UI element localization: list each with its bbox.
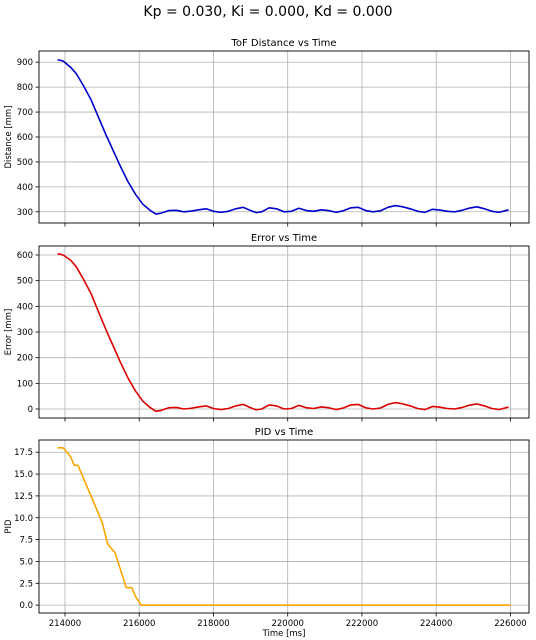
y-tick-label: 500 <box>17 158 33 168</box>
subplot-title: PID vs Time <box>255 427 314 438</box>
y-tick-label: 300 <box>17 208 33 218</box>
x-tick-label: 226000 <box>494 619 526 629</box>
y-tick-label: 7.5 <box>19 536 33 546</box>
y-tick-label: 17.5 <box>14 448 33 458</box>
y-axis-label: Error [mm] <box>4 309 14 356</box>
x-tick-label: 220000 <box>271 619 303 629</box>
subplot-3: 214000 216000 218000 220000 222000 224000 2260… <box>4 427 530 639</box>
y-tick-label: 400 <box>17 183 33 193</box>
y-tick-label: 400 <box>17 302 33 312</box>
x-axis-label: Time [ms] <box>262 629 306 639</box>
y-tick-label: 900 <box>17 58 33 68</box>
figure-suptitle: Kp = 0.030, Ki = 0.000, Kd = 0.000 <box>143 4 392 20</box>
x-tick-label: 224000 <box>420 619 452 629</box>
y-tick-label: 500 <box>17 277 33 287</box>
x-tick-label: 214000 <box>49 619 81 629</box>
series-line <box>57 447 511 606</box>
y-tick-label: 800 <box>17 83 33 93</box>
x-tick-label: 222000 <box>346 619 378 629</box>
series-line <box>57 58 509 215</box>
y-axis-label: Distance [mm] <box>4 105 14 168</box>
series-line <box>57 252 509 413</box>
subplots: 300 400 500 600 700 800 900 ToF Distance vs Tim… <box>4 38 530 639</box>
y-tick-label: 600 <box>17 251 33 261</box>
subplot-title: Error vs Time <box>251 233 317 244</box>
y-tick-label: 0 <box>28 405 33 415</box>
y-tick-label: 10.0 <box>14 514 33 524</box>
y-tick-label: 12.5 <box>14 492 33 502</box>
axes-frame <box>38 439 530 614</box>
x-tick-label: 216000 <box>123 619 155 629</box>
subplot-2: 0 100 200 300 400 500 600 Error vs Time Error [m… <box>4 233 530 422</box>
y-tick-label: 2.5 <box>19 579 33 589</box>
subplot-title: ToF Distance vs Time <box>230 38 336 49</box>
y-tick-label: 300 <box>17 328 33 338</box>
y-tick-label: 700 <box>17 108 33 118</box>
y-tick-label: 100 <box>17 379 33 389</box>
y-axis-label: PID <box>4 519 14 534</box>
y-tick-label: 5.0 <box>19 557 33 567</box>
y-tick-label: 15.0 <box>14 470 33 480</box>
x-tick-label: 218000 <box>197 619 229 629</box>
y-tick-label: 200 <box>17 354 33 364</box>
y-tick-label: 600 <box>17 133 33 143</box>
subplot-1: 300 400 500 600 700 800 900 ToF Distance vs Tim… <box>4 38 530 227</box>
y-tick-label: 0.0 <box>19 601 33 611</box>
